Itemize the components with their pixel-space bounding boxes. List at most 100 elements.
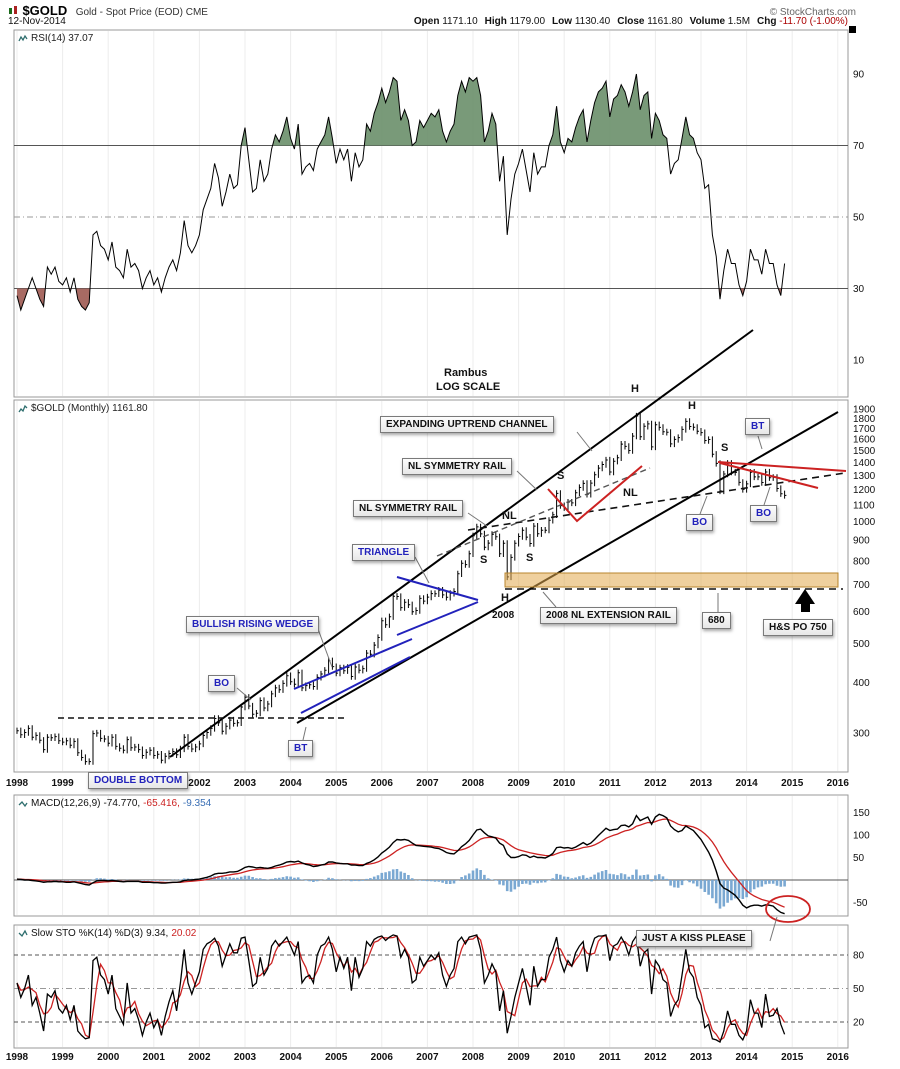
header-row-1: $GOLD Gold - Spot Price (EOD) CME © Stoc… [8, 2, 856, 20]
macd-indicator-icon [18, 799, 28, 809]
callout-pointer-bullish-rising-wedge [317, 628, 333, 668]
callout-pointer-expanding-uptrend-channel [576, 431, 593, 452]
wedge-upper [293, 638, 413, 690]
quote-date: 12-Nov-2014 [8, 16, 66, 27]
price-indicator-icon [18, 404, 28, 414]
wedge-lower [300, 656, 411, 714]
macd-histogram-value: -9.354 [182, 798, 212, 809]
svg-text:300: 300 [853, 729, 870, 740]
neckline-2009-red [547, 465, 643, 523]
callout-pointer-nl-symmetry-rail-lower [467, 512, 488, 527]
macd-pane-label: MACD(12,26,9) -74.770, -65.416, -9.354 [18, 798, 211, 809]
svg-text:2002: 2002 [188, 1052, 211, 1063]
svg-text:2006: 2006 [371, 778, 394, 789]
svg-text:1998: 1998 [6, 778, 29, 789]
sto-indicator-icon [18, 929, 28, 939]
callout-pointer-bo-2013 [699, 495, 708, 515]
svg-text:2010: 2010 [553, 778, 576, 789]
quote-volume: Volume 1.5M [689, 16, 751, 27]
svg-text:1200: 1200 [853, 485, 876, 496]
header-row-2: 12-Nov-2014 Open 1171.10 High 1179.00 Low … [8, 16, 848, 27]
svg-text:10: 10 [853, 356, 865, 367]
svg-text:1000: 1000 [853, 517, 876, 528]
svg-text:2015: 2015 [781, 778, 804, 789]
svg-text:1998: 1998 [6, 1052, 29, 1063]
svg-text:2004: 2004 [279, 778, 302, 789]
target-arrow-stem [801, 603, 810, 612]
quote-low: Low 1130.40 [552, 16, 611, 27]
svg-text:2007: 2007 [416, 1052, 439, 1063]
neckline-2014-red-short [719, 462, 819, 489]
macd-line [16, 813, 785, 915]
svg-text:2001: 2001 [143, 778, 166, 789]
rsi-indicator-icon [18, 34, 28, 44]
symbol: $GOLD [22, 3, 68, 18]
neckline-2014-red [717, 461, 847, 472]
callout-pointer-bo-2003 [236, 687, 252, 701]
svg-text:700: 700 [853, 580, 870, 591]
callout-pointer-bt-2014 [757, 435, 763, 450]
svg-text:2016: 2016 [827, 1052, 850, 1063]
svg-text:80: 80 [853, 951, 865, 962]
target-arrow [795, 589, 815, 604]
svg-text:1300: 1300 [853, 471, 876, 482]
sto-d-line [16, 934, 786, 1042]
svg-text:50: 50 [853, 213, 865, 224]
svg-text:2014: 2014 [735, 1052, 758, 1063]
svg-text:2002: 2002 [188, 778, 211, 789]
svg-text:-50: -50 [853, 898, 868, 909]
svg-text:2011: 2011 [599, 1052, 621, 1063]
rsi-pane [13, 29, 849, 398]
pane-resize-handle[interactable] [849, 26, 856, 33]
macd-pane-label-text: MACD(12,26,9) [31, 798, 101, 809]
svg-text:2013: 2013 [690, 778, 713, 789]
svg-text:2006: 2006 [371, 1052, 394, 1063]
rsi-line [16, 73, 786, 312]
macd-value: -74.770, [103, 798, 141, 809]
price-close-ticks [17, 415, 787, 763]
quote-open: Open 1171.10 [413, 16, 478, 27]
sto-k-value: 9.34, [146, 928, 169, 939]
svg-text:2015: 2015 [781, 1052, 804, 1063]
macd-signal-value: -65.416, [143, 798, 180, 809]
svg-text:2012: 2012 [644, 778, 667, 789]
svg-text:90: 90 [853, 70, 865, 81]
svg-text:1700: 1700 [853, 424, 876, 435]
svg-text:2001: 2001 [143, 1052, 166, 1063]
rsi-oversold-fill [17, 288, 785, 310]
svg-text:100: 100 [853, 831, 870, 842]
svg-text:2004: 2004 [279, 1052, 302, 1063]
nl-symmetry-rail-long [467, 472, 846, 531]
svg-text:2008: 2008 [462, 778, 485, 789]
sto-pane [13, 924, 849, 1049]
svg-text:2005: 2005 [325, 1052, 348, 1063]
svg-text:150: 150 [853, 808, 870, 819]
svg-text:2008: 2008 [462, 1052, 485, 1063]
callout-pointer-bo-2014 [763, 486, 771, 506]
sto-k-line [16, 934, 786, 1044]
callout-pointer-nl-extension-rail-2008 [542, 591, 557, 608]
svg-text:70: 70 [853, 141, 865, 152]
macd-histogram [19, 868, 786, 909]
callout-pointer-nl-symmetry-rail-upper [516, 470, 538, 491]
symbol-block: $GOLD Gold - Spot Price (EOD) CME [8, 2, 208, 20]
svg-text:1400: 1400 [853, 458, 876, 469]
target-band-700 [504, 572, 839, 588]
triangle-lower [396, 601, 479, 636]
svg-text:2003: 2003 [234, 1052, 257, 1063]
svg-text:2000: 2000 [97, 1052, 120, 1063]
rsi-overbought-fill [17, 74, 785, 146]
svg-text:500: 500 [853, 639, 870, 650]
svg-text:20: 20 [853, 1018, 865, 1029]
kiss-circle [765, 895, 811, 923]
symbol-description: Gold - Spot Price (EOD) CME [75, 7, 208, 18]
svg-text:2007: 2007 [416, 778, 439, 789]
macd-signal-line [16, 818, 785, 908]
svg-text:50: 50 [853, 853, 865, 864]
svg-text:2014: 2014 [735, 778, 758, 789]
price-pane-label-text: $GOLD (Monthly) 1161.80 [31, 403, 148, 414]
svg-text:2016: 2016 [827, 778, 850, 789]
svg-text:2012: 2012 [644, 1052, 667, 1063]
